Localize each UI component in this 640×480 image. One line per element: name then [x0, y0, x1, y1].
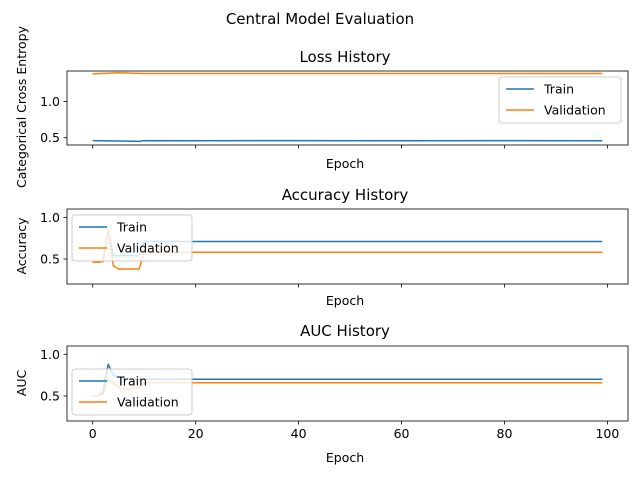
auc-legend-label-train: Train: [116, 374, 147, 389]
loss-ylabel: Categorical Cross Entropy: [14, 25, 29, 188]
auc-ytick-label: 1.0: [40, 347, 60, 362]
accuracy-plot-area: 0.5 1.0 Train Validation: [40, 208, 629, 288]
auc-axes-frame: [66, 345, 629, 422]
auc-ytick-label: 0.5: [40, 389, 60, 404]
loss-axes-frame: [66, 70, 629, 146]
accuracy-title: Accuracy History: [282, 186, 409, 204]
accuracy-legend-label-validation: Validation: [117, 241, 179, 256]
loss-plot-area: 0.5 1.0 Train Validation: [40, 70, 629, 149]
auc-xtick-label: 100: [595, 426, 619, 441]
accuracy-ytick-label: 0.5: [40, 252, 60, 267]
loss-xlabel: Epoch: [326, 156, 364, 171]
auc-xtick-label: 20: [188, 426, 204, 441]
auc-xlabel: Epoch: [326, 450, 364, 465]
figure-suptitle: Central Model Evaluation: [226, 10, 414, 28]
loss-series-validation-line: [92, 72, 603, 75]
auc-xtick-label: 80: [497, 426, 513, 441]
auc-panel: AUC History 0 20 40 60 80 100 0.5 1.0 Train Valid…: [14, 322, 629, 465]
loss-panel: Loss History 0.5 1.0 Train Validation Epoch…: [14, 25, 629, 188]
accuracy-xlabel: Epoch: [326, 293, 364, 308]
accuracy-legend-label-train: Train: [116, 220, 147, 235]
accuracy-panel: Accuracy History 0.5 1.0 Train Validation E…: [14, 186, 629, 308]
auc-plot-area: 0 20 40 60 80 100 0.5 1.0 Train Validation: [40, 345, 629, 441]
loss-ytick-label: 1.0: [40, 94, 60, 109]
loss-legend: Train Validation: [498, 76, 622, 124]
loss-ytick-label: 0.5: [40, 130, 60, 145]
loss-series-train-line: [92, 139, 603, 143]
accuracy-ytick-label: 1.0: [40, 210, 60, 225]
auc-xtick-label: 60: [394, 426, 410, 441]
loss-legend-label-train: Train: [543, 82, 574, 97]
loss-title: Loss History: [299, 48, 390, 66]
auc-xtick-label: 40: [291, 426, 307, 441]
auc-title: AUC History: [300, 322, 390, 340]
auc-ylabel: AUC: [14, 370, 29, 397]
loss-legend-label-validation: Validation: [544, 103, 606, 118]
auc-legend: Train Validation: [71, 368, 193, 416]
accuracy-ylabel: Accuracy: [14, 217, 29, 275]
accuracy-axes-frame: [66, 208, 629, 285]
auc-legend-label-validation: Validation: [117, 395, 179, 410]
accuracy-legend: Train Validation: [71, 214, 193, 262]
auc-xtick-label: 0: [89, 426, 97, 441]
